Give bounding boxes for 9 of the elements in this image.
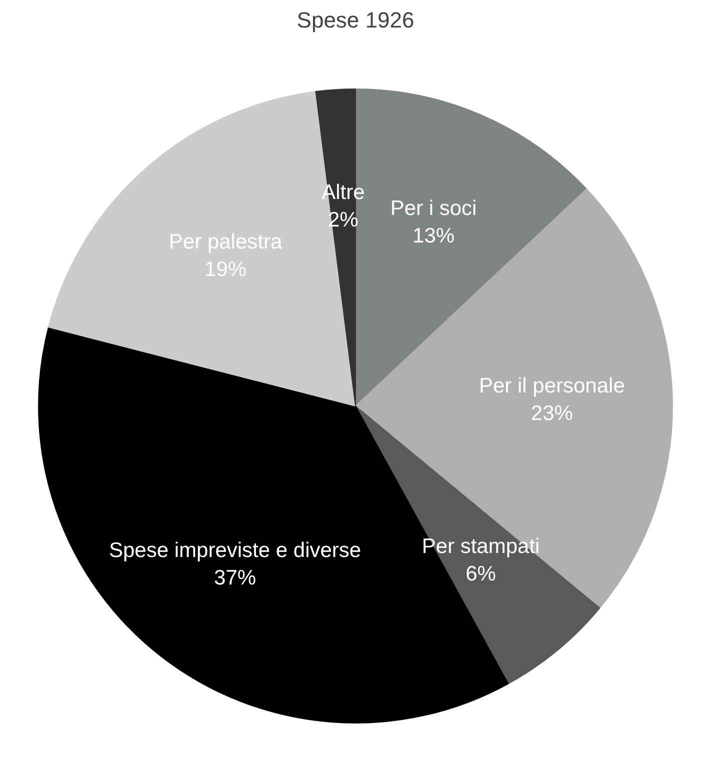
- slice-label: Per il personale: [478, 374, 625, 398]
- data-label: 6%: [466, 562, 496, 586]
- chart-title: Spese 1926: [296, 8, 414, 32]
- data-label: 23%: [530, 402, 573, 426]
- slice-label: Per stampati: [422, 534, 540, 558]
- slice-label: Spese impreviste e diverse: [108, 538, 362, 562]
- slice-label: Per i soci: [390, 197, 477, 220]
- data-label: 37%: [214, 566, 256, 590]
- data-label: 13%: [412, 224, 455, 248]
